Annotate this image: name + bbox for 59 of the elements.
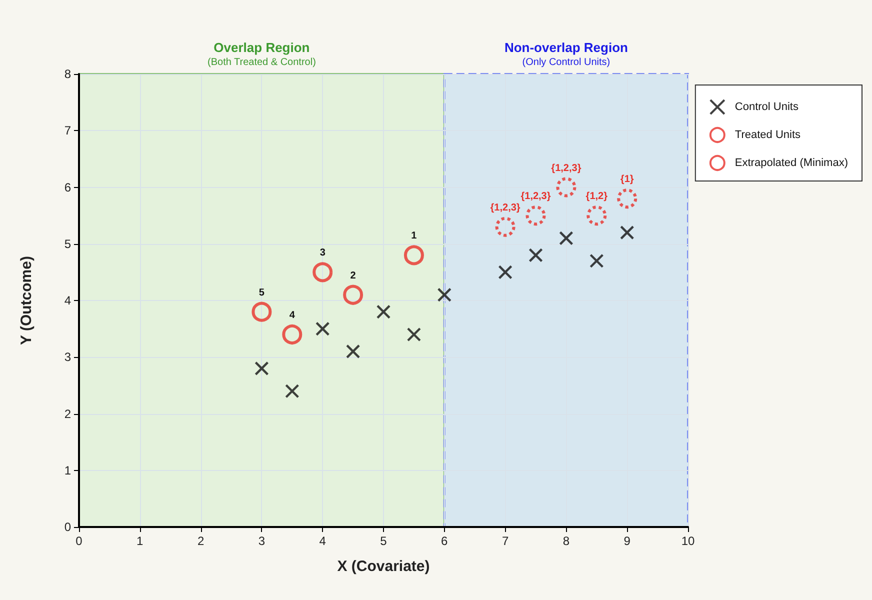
point [282, 324, 302, 344]
point [526, 206, 546, 226]
y-tick-label: 1 [64, 463, 72, 478]
point [343, 284, 364, 305]
y-tick-label: 2 [64, 406, 72, 421]
point [495, 216, 516, 237]
y-tick-label: 5 [64, 236, 72, 251]
annotation: {1,2,3} [490, 202, 520, 214]
point [617, 188, 638, 209]
annotation: {1} [620, 174, 634, 186]
band-label: Overlap Region (Both Treated & Control) [208, 40, 316, 68]
annotation: 2 [350, 270, 356, 282]
x-tick-label: 4 [319, 534, 326, 548]
x-tick-label: 5 [380, 534, 388, 548]
x-tick-label: 1 [136, 534, 144, 548]
point [620, 225, 634, 240]
legend-label: Control Units [734, 101, 799, 113]
y-axis-title: Y (Outcome) [18, 256, 35, 345]
y-tick-label: 4 [64, 294, 72, 308]
x-tick-label: 9 [624, 534, 631, 548]
annotation: 3 [320, 248, 326, 259]
x-tick-label: 0 [76, 534, 83, 548]
point [285, 384, 300, 398]
annotation: 4 [289, 310, 296, 321]
point [404, 245, 424, 266]
point [528, 248, 543, 262]
point [437, 288, 452, 302]
y-tick-label: 3 [64, 350, 72, 364]
annotation: {1,2,3} [551, 162, 582, 174]
point [590, 254, 604, 268]
x-tick-label: 10 [681, 534, 695, 548]
annotation: {1,2,3} [520, 191, 551, 202]
point [254, 361, 269, 376]
point [559, 231, 574, 246]
point [312, 262, 333, 282]
point [586, 206, 607, 226]
point [556, 177, 576, 198]
annotation: 5 [258, 287, 265, 298]
y-tick-label: 0 [64, 520, 72, 534]
x-tick-label: 3 [258, 534, 266, 548]
point [376, 304, 391, 319]
legend-label: Extrapolated (Minimax) [734, 157, 848, 169]
point [316, 322, 330, 336]
y-tick-label: 7 [64, 124, 72, 138]
x-tick-label: 8 [562, 534, 570, 548]
point [252, 302, 272, 322]
legend-label: Treated Units [734, 129, 802, 141]
y-tick-label: 8 [64, 67, 72, 81]
x-tick-label: 7 [502, 534, 509, 548]
annotation: {1,2} [586, 191, 608, 202]
y-tick-label: 6 [64, 180, 72, 194]
annotation: 1 [411, 230, 418, 242]
point [498, 265, 512, 280]
point [406, 327, 422, 342]
x-tick-label: 2 [197, 534, 204, 548]
band-label: Non-overlap Region (Only Control Units) [504, 40, 628, 68]
x-tick-label: 6 [441, 534, 448, 548]
point [346, 344, 360, 359]
x-axis-title: X (Covariate) [337, 558, 430, 575]
